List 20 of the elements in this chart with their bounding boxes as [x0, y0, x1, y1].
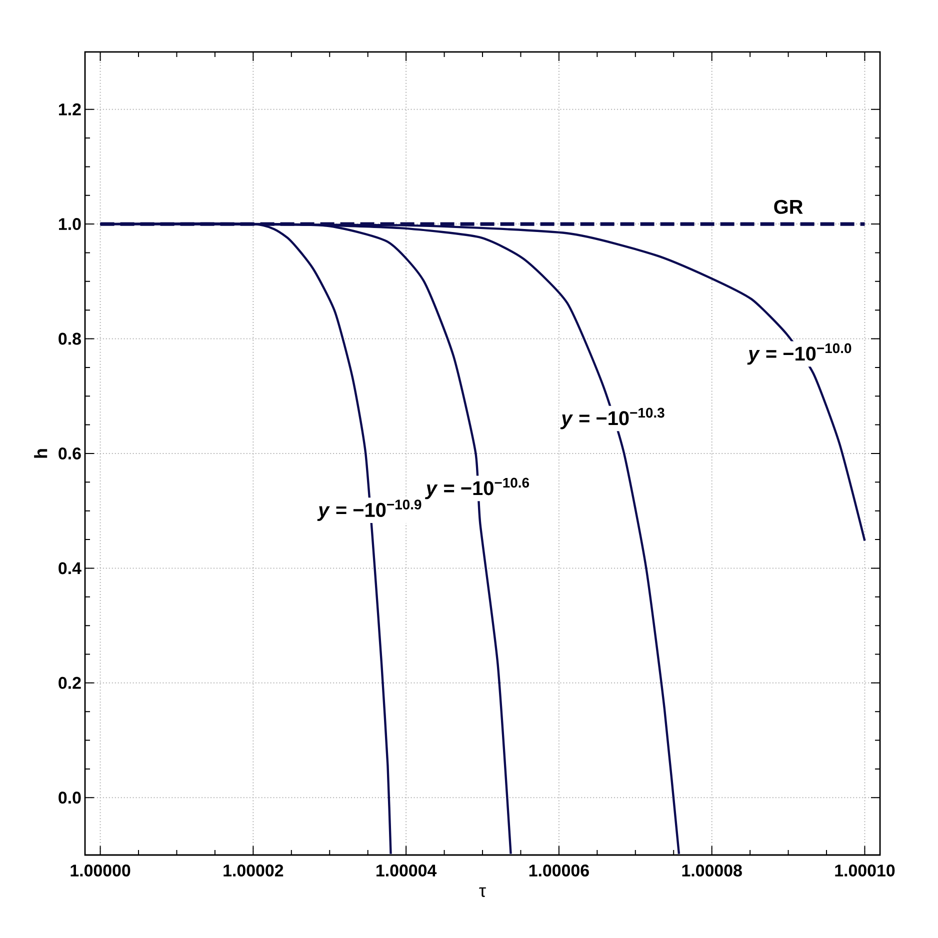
series-label: GR — [774, 200, 803, 214]
series-label: y = −10$^{−10.3}$ — [560, 408, 664, 430]
y-tick-label: 1.2 — [59, 103, 81, 116]
x-axis-title: τ — [479, 887, 486, 897]
x-tick-label: 1.00010 — [835, 864, 895, 877]
y-tick-label: 0.0 — [58, 792, 81, 804]
x-tick-label: 1.00000 — [70, 864, 130, 877]
series-label: y = −10$^{−10.9}$ — [317, 500, 422, 521]
x-tick-label: 1.00004 — [376, 864, 437, 877]
x-tick-label: 1.00008 — [682, 864, 742, 877]
y-tick-label: 1.0 — [59, 218, 81, 230]
y-tick-label: 0.8 — [58, 332, 81, 345]
series-label: y = −10$^{−10.0}$ — [747, 343, 852, 365]
series-label: y = −10$^{−10.6}$ — [424, 478, 530, 500]
y-tick-label: 0.2 — [58, 676, 81, 689]
x-tick-label: 1.00006 — [529, 864, 589, 877]
x-tick-label: 1.00002 — [224, 864, 284, 877]
y-tick-label: 0.6 — [58, 447, 81, 460]
y-tick-label: 0.4 — [58, 562, 82, 574]
y-axis-title: h — [34, 449, 48, 458]
